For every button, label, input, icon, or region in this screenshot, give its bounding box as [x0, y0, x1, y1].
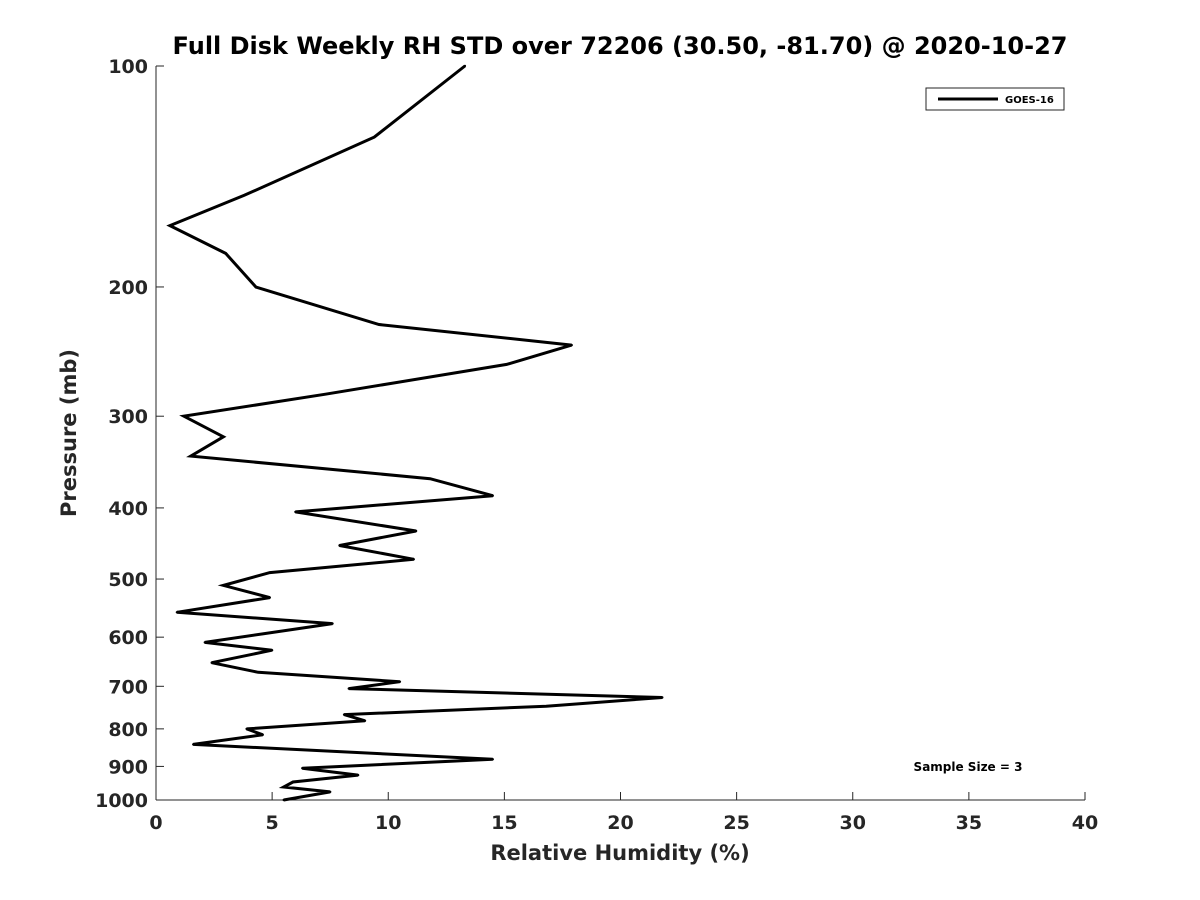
data-point: [570, 343, 573, 347]
data-point: [168, 224, 172, 227]
data-point: [301, 767, 304, 770]
x-tick-label: 15: [491, 812, 517, 834]
data-point: [210, 661, 213, 664]
data-point: [245, 727, 248, 731]
data-point: [192, 743, 195, 746]
legend-label-goes16: GOES-16: [1005, 95, 1054, 106]
data-point: [203, 641, 206, 644]
data-point: [222, 584, 225, 587]
data-point: [268, 596, 271, 599]
data-point: [491, 758, 494, 761]
x-axis-label: Relative Humidity (%): [490, 841, 749, 865]
chart-title: Full Disk Weekly RH STD over 72206 (30.5…: [173, 32, 1068, 60]
y-tick-label: 600: [108, 627, 148, 649]
y-tick-label: 1000: [95, 790, 148, 812]
y-tick-label: 300: [108, 406, 148, 428]
x-tick-label: 35: [956, 812, 982, 834]
x-tick-label: 0: [149, 812, 162, 834]
data-point: [224, 252, 227, 255]
data-point: [294, 510, 297, 514]
data-point: [329, 790, 332, 794]
x-tick-label: 10: [375, 812, 401, 834]
data-point: [331, 622, 334, 625]
y-tick-label: 900: [108, 756, 148, 778]
data-point: [261, 733, 264, 736]
data-point: [491, 494, 494, 497]
y-tick-label: 700: [108, 676, 148, 698]
data-point: [342, 713, 346, 716]
x-ticks: 0 5 10 15 20 25 30 35 40: [149, 792, 1098, 834]
series-line-goes16: [166, 64, 663, 802]
data-point: [398, 680, 402, 683]
data-point: [412, 558, 415, 561]
legend: GOES-16: [925, 87, 1065, 111]
data-point: [661, 696, 664, 699]
data-point: [268, 571, 271, 574]
data-point: [428, 477, 432, 480]
x-tick-label: 5: [266, 812, 279, 834]
y-tick-label: 500: [108, 569, 148, 591]
data-point: [175, 611, 179, 614]
data-point: [189, 454, 192, 458]
y-ticks: 100 200 300 400 500 600 700 800 900 1000: [95, 56, 164, 812]
data-point: [377, 323, 381, 326]
data-point: [222, 435, 225, 438]
data-point: [254, 285, 258, 289]
x-tick-label: 40: [1072, 812, 1098, 834]
x-tick-label: 20: [607, 812, 633, 834]
y-tick-label: 200: [108, 277, 148, 299]
data-point: [347, 687, 350, 690]
data-point: [270, 649, 274, 652]
y-axis-label: Pressure (mb): [57, 349, 81, 517]
data-point: [356, 773, 360, 777]
data-point: [182, 415, 186, 418]
data-point: [282, 798, 285, 802]
data-point: [505, 363, 508, 366]
data-point: [545, 705, 548, 708]
sample-size-annotation: Sample Size = 3: [914, 760, 1023, 774]
data-point: [291, 780, 295, 784]
y-tick-label: 400: [108, 498, 148, 520]
data-point: [363, 719, 367, 722]
x-tick-label: 25: [723, 812, 749, 834]
y-tick-label: 100: [108, 56, 148, 78]
x-tick-label: 30: [840, 812, 866, 834]
data-point: [373, 135, 376, 139]
data-point: [463, 64, 467, 68]
data-point: [243, 194, 246, 197]
data-point: [257, 671, 260, 674]
y-tick-label: 800: [108, 719, 148, 741]
data-point: [414, 529, 418, 533]
data-point: [324, 393, 327, 396]
data-point: [282, 785, 285, 789]
data-point: [338, 544, 341, 547]
series-points: [168, 64, 664, 802]
